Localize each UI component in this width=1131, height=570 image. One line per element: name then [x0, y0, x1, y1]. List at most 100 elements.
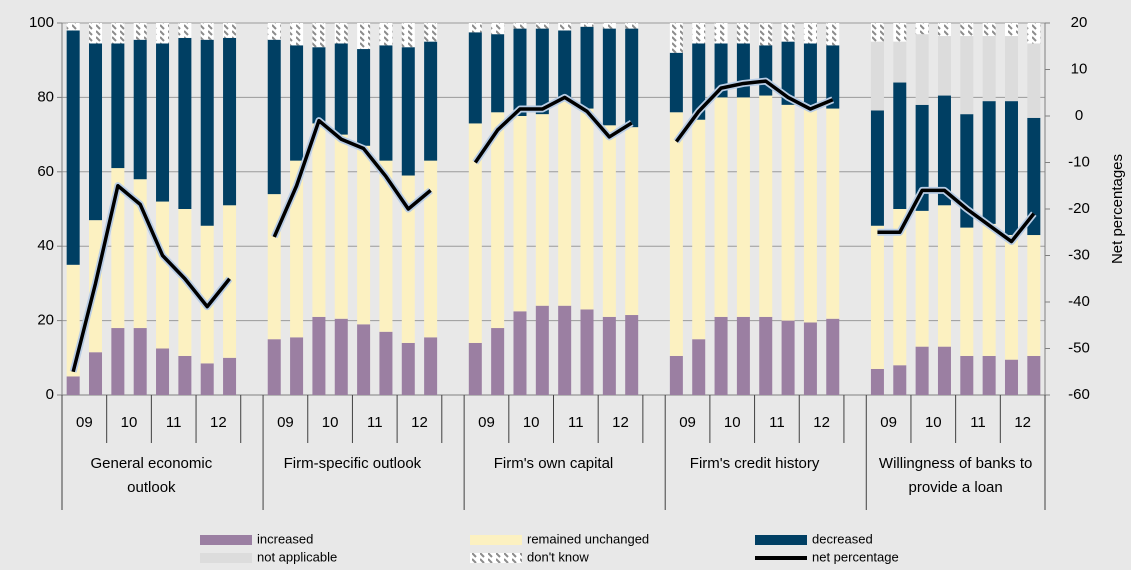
bar-segment	[759, 95, 773, 317]
bar-segment	[312, 23, 326, 48]
bar-segment	[156, 43, 170, 202]
bar-segment	[468, 32, 482, 124]
bar-segment	[1004, 36, 1018, 102]
bar-segment	[200, 23, 214, 40]
bar-segment	[401, 342, 415, 395]
bar-segment	[982, 223, 996, 356]
bar-segment	[558, 30, 572, 102]
bar-segment	[312, 47, 326, 124]
bar-segment	[267, 339, 281, 395]
group-label: Willingness of banks to provide a loan	[878, 455, 1033, 496]
y-tick-label: 80	[37, 88, 54, 105]
net-line	[71, 184, 231, 373]
bar-segment	[156, 23, 170, 44]
bar-segment	[513, 28, 527, 116]
bar-segment	[736, 316, 750, 395]
bar-segment	[692, 339, 706, 395]
bar-segment	[401, 47, 415, 176]
bar-segment	[156, 201, 170, 349]
bar-segment	[982, 355, 996, 395]
legend-label: increased	[257, 531, 313, 546]
bar-segment	[692, 119, 706, 340]
bar-segment	[915, 210, 929, 347]
bar-segment	[937, 346, 951, 395]
bar-segment	[424, 41, 438, 161]
bar-segment	[535, 114, 549, 306]
bar-segment	[1027, 355, 1041, 395]
x-tick-label: 11	[568, 414, 584, 431]
net-line	[877, 188, 1036, 244]
bar-segment	[602, 125, 616, 317]
bar-segment	[290, 160, 304, 338]
y2-axis-label: Net percentages	[1109, 154, 1126, 264]
bar-segment	[111, 23, 125, 44]
bar-segment	[960, 114, 974, 228]
bar-segment	[1027, 43, 1041, 118]
bar-segment	[357, 49, 371, 146]
bar-segment	[89, 352, 103, 395]
x-tick-label: 10	[322, 414, 339, 431]
bar-segment	[714, 23, 728, 44]
bar-segment	[312, 123, 326, 317]
bar-segment	[491, 34, 505, 113]
bar-segment	[982, 101, 996, 224]
bar-segment	[424, 337, 438, 395]
bar-segment	[535, 28, 549, 115]
bar-segment	[625, 28, 639, 128]
bar-segment	[178, 37, 192, 209]
bar-segment	[803, 108, 817, 323]
bar-segment	[893, 41, 907, 83]
bar-segment	[267, 23, 281, 40]
bar-segment	[915, 23, 929, 35]
x-tick-label: 12	[411, 414, 428, 431]
x-tick-label: 12	[612, 414, 629, 431]
bar-segment	[558, 23, 572, 31]
bar-segment	[826, 108, 840, 319]
bar-segment	[669, 355, 683, 395]
bar-segment	[870, 368, 884, 395]
bar-segment	[692, 43, 706, 120]
x-tick-label: 11	[367, 414, 383, 431]
bar-segment	[692, 23, 706, 44]
bar-segment	[379, 45, 393, 161]
bar-segment	[714, 97, 728, 317]
group-label: Firm's credit history	[689, 455, 820, 472]
bar-segment	[491, 112, 505, 329]
bar-segment	[982, 36, 996, 102]
y-tick-label: 40	[37, 237, 54, 254]
legend-swatch	[200, 535, 252, 545]
bar-segment	[133, 328, 147, 395]
bar-segment	[200, 39, 214, 226]
bar-segment	[133, 39, 147, 180]
bar-segment	[379, 160, 393, 332]
x-tick-label: 09	[478, 414, 495, 431]
x-tick-label: 09	[277, 414, 294, 431]
bar-segment	[781, 41, 795, 105]
bar-segment	[960, 36, 974, 115]
y-tick-label: 100	[29, 14, 54, 31]
y2-tick-label: -50	[1068, 339, 1090, 356]
legend-label: don't know	[527, 549, 589, 564]
legend-swatch	[200, 553, 252, 563]
bar-segment	[290, 337, 304, 395]
bar-segment	[870, 23, 884, 42]
y2-tick-label: -30	[1068, 246, 1090, 263]
x-tick-label: 12	[813, 414, 830, 431]
y-tick-label: 20	[37, 312, 54, 329]
bar-segment	[870, 225, 884, 369]
bar-segment	[826, 45, 840, 109]
bar-segment	[133, 23, 147, 40]
bar-segment	[736, 23, 750, 44]
bar-segment	[290, 23, 304, 46]
bar-segment	[1027, 117, 1041, 236]
bar-segment	[714, 316, 728, 395]
bar-segment	[1027, 23, 1041, 44]
bar-segment	[223, 23, 237, 38]
bar-segment	[915, 34, 929, 105]
bar-segment	[625, 315, 639, 395]
bar-segment	[759, 23, 773, 46]
bar-segment	[513, 23, 527, 29]
bar-segment	[602, 23, 616, 29]
